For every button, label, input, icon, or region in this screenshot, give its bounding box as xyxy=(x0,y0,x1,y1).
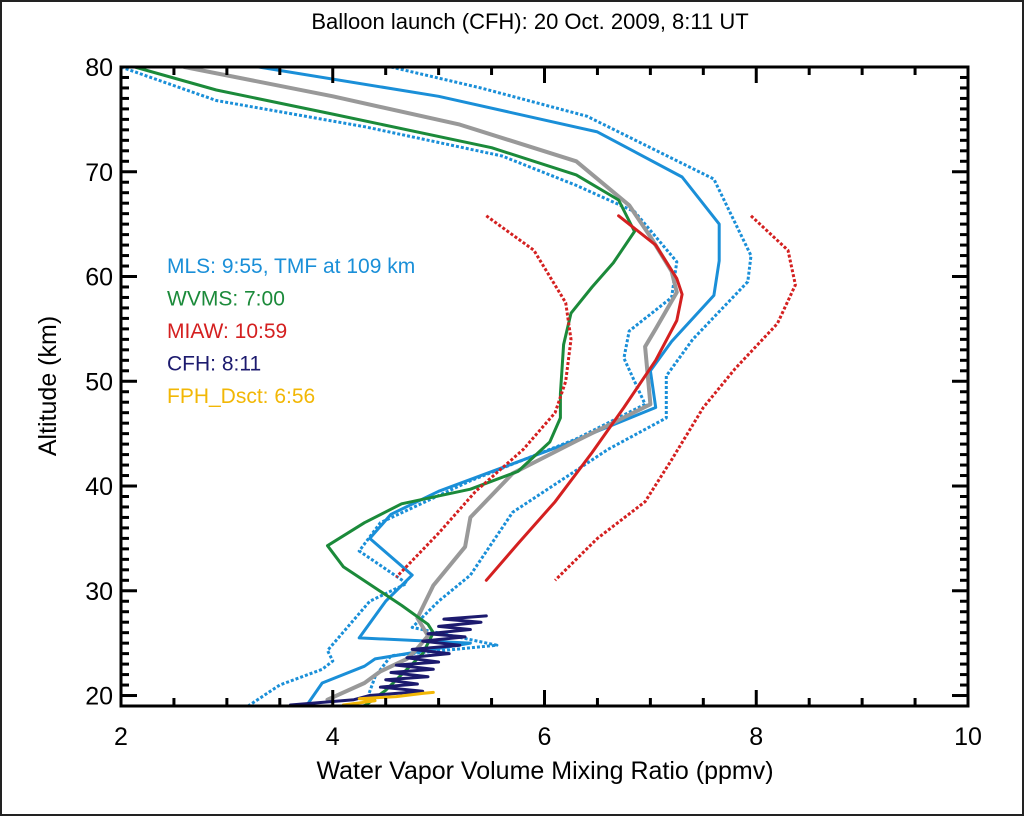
legend-entry: WVMS: 7:00 xyxy=(167,288,285,311)
y-tick-label: 70 xyxy=(85,159,113,187)
y-tick-label: 80 xyxy=(85,54,113,82)
series-line-fph-dsct xyxy=(341,690,435,706)
legend: MLS: 9:55, TMF at 109 km WVMS: 7:00 MIAW: … xyxy=(167,255,415,408)
series-line-miaw-error-high xyxy=(554,214,797,582)
chart-title: Balloon launch (CFH): 20 Oct. 2009, 8:11… xyxy=(311,9,748,34)
series-line-mls-error-low xyxy=(121,67,679,706)
series-line-cfh xyxy=(288,614,488,706)
y-tick-label: 40 xyxy=(85,473,113,501)
series-line-wvms xyxy=(133,67,636,706)
series-line-mls-error-high xyxy=(363,67,753,706)
axes-layer xyxy=(119,65,970,708)
series-line-reference-gray- xyxy=(182,67,679,702)
x-tick-label: 6 xyxy=(538,723,552,751)
x-tick-label: 2 xyxy=(114,723,128,751)
y-tick-label: 30 xyxy=(85,578,113,606)
legend-entry: FPH_Dsct: 6:56 xyxy=(167,385,315,408)
y-tick-label: 60 xyxy=(85,264,113,292)
y-axis-label: Altitude (km) xyxy=(34,316,62,456)
series-line-miaw xyxy=(484,214,684,582)
legend-entry: MIAW: 10:59 xyxy=(167,320,287,343)
legend-entry: MLS: 9:55, TMF at 109 km xyxy=(167,255,415,278)
y-tick-label: 50 xyxy=(85,368,113,396)
x-axis-label: Water Vapor Volume Mixing Ratio (ppmv) xyxy=(316,757,773,785)
x-tick-label: 10 xyxy=(954,723,982,751)
y-tick-label: 20 xyxy=(85,683,113,711)
x-tick-label: 8 xyxy=(749,723,763,751)
series-layer xyxy=(121,67,797,706)
x-tick-label: 4 xyxy=(326,723,340,751)
tick-label-layer: 2 4 6 8 10 20 30 40 50 60 70 80 xyxy=(85,54,982,751)
series-line-miaw-error-low xyxy=(395,214,573,579)
legend-entry: CFH: 8:11 xyxy=(167,353,261,376)
